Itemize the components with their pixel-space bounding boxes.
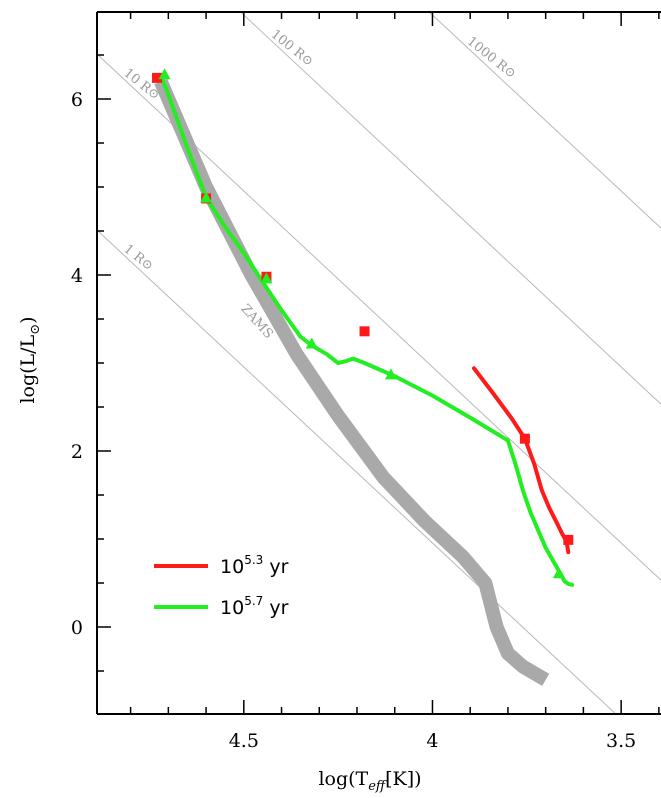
radius-line-label: 1000 R⊙ <box>464 34 519 82</box>
series-line <box>158 73 575 587</box>
y-tick-label: 0 <box>71 617 83 639</box>
triangle-marker <box>200 191 213 203</box>
series-line <box>472 366 571 555</box>
square-marker <box>519 433 530 444</box>
y-tick-label: 6 <box>71 89 83 111</box>
triangle-marker <box>384 368 397 380</box>
square-marker <box>359 326 370 337</box>
y-axis-label: log(L/L⊙) <box>17 316 43 403</box>
triangle-marker <box>305 337 318 349</box>
radius-line-label: 100 R⊙ <box>268 27 316 70</box>
x-tick-label: 4 <box>426 730 438 752</box>
triangle-marker <box>260 272 273 284</box>
zams-line <box>154 78 550 686</box>
triangle-marker <box>158 68 171 80</box>
radius-lines: 1 R⊙10 R⊙100 R⊙ 1000 R⊙ <box>97 12 661 714</box>
y-tick-label: 4 <box>71 265 83 287</box>
radius-line <box>97 229 617 714</box>
triangle-marker <box>552 567 565 579</box>
radius-line <box>428 12 661 229</box>
radius-line <box>97 53 661 581</box>
square-marker <box>563 534 574 545</box>
zams-track: ZAMS <box>154 78 550 686</box>
legend-label: 105.7 yr <box>220 594 289 619</box>
legend: 105.3 yr 105.7 yr <box>154 553 289 619</box>
radius-line <box>239 12 661 405</box>
x-axis-label: log(Teff[K]) <box>318 768 421 794</box>
radius-line-label: 1 R⊙ <box>121 242 156 274</box>
series-markers <box>152 68 574 579</box>
legend-label: 105.3 yr <box>220 553 289 578</box>
x-tick-label: 4.5 <box>229 730 259 752</box>
square-marker <box>152 72 163 83</box>
y-tick-label: 2 <box>71 441 83 463</box>
x-tick-label: 3.5 <box>606 730 636 752</box>
axis-ticks: 4.5 4 3.5 0 2 4 6 <box>71 12 660 752</box>
